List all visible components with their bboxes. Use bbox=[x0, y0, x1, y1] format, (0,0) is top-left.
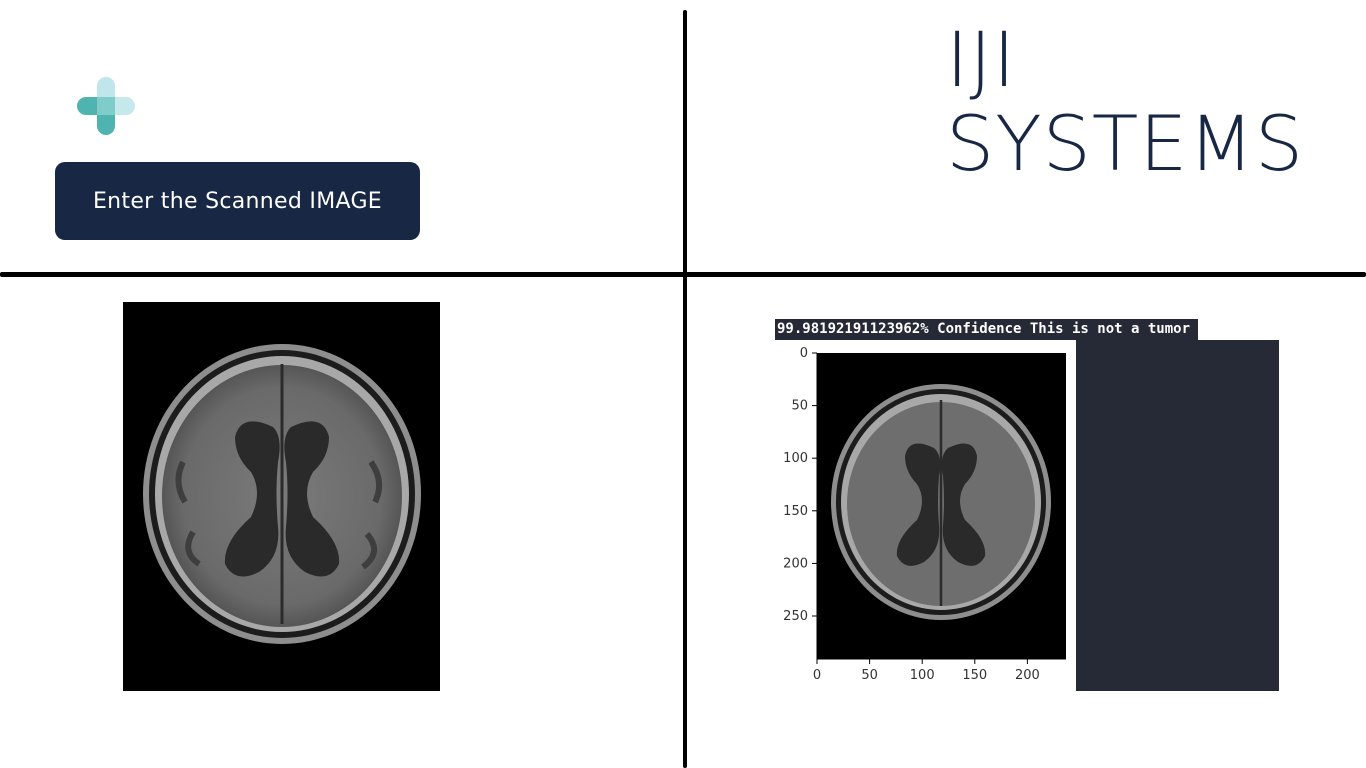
medical-cross-logo-icon bbox=[77, 77, 135, 135]
vertical-divider bbox=[683, 10, 687, 768]
brand-line-2: SYSTEMS bbox=[946, 99, 1305, 188]
y-tick-label: 50 bbox=[791, 399, 808, 414]
enter-scanned-image-label: Enter the Scanned IMAGE bbox=[92, 188, 383, 214]
y-tick-label: 100 bbox=[783, 451, 808, 466]
result-plot: 0 50 100 150 200 250 0 50 100 150 200 bbox=[783, 346, 1066, 683]
y-tick-label: 200 bbox=[783, 556, 808, 571]
confidence-banner: 99.98192191123962% Confidence This is no… bbox=[775, 319, 1199, 340]
y-tick-label: 150 bbox=[783, 504, 808, 519]
input-mri-image bbox=[123, 302, 440, 691]
x-tick-label: 100 bbox=[910, 668, 935, 683]
x-tick-label: 50 bbox=[861, 668, 878, 683]
result-mri-image bbox=[817, 353, 1066, 659]
enter-scanned-image-button[interactable]: Enter the Scanned IMAGE bbox=[55, 162, 420, 240]
x-tick-label: 200 bbox=[1015, 668, 1040, 683]
result-panel: 99.98192191123962% Confidence This is no… bbox=[775, 319, 1279, 691]
brand-line-1: IJI bbox=[946, 15, 1017, 104]
x-tick-label: 0 bbox=[813, 668, 821, 683]
y-tick-label: 250 bbox=[783, 609, 808, 624]
x-tick-label: 150 bbox=[962, 668, 987, 683]
dark-output-block bbox=[1076, 340, 1279, 691]
brand-title: IJI SYSTEMS bbox=[946, 18, 1304, 186]
horizontal-divider bbox=[0, 272, 1366, 277]
y-tick-label: 0 bbox=[800, 346, 808, 361]
